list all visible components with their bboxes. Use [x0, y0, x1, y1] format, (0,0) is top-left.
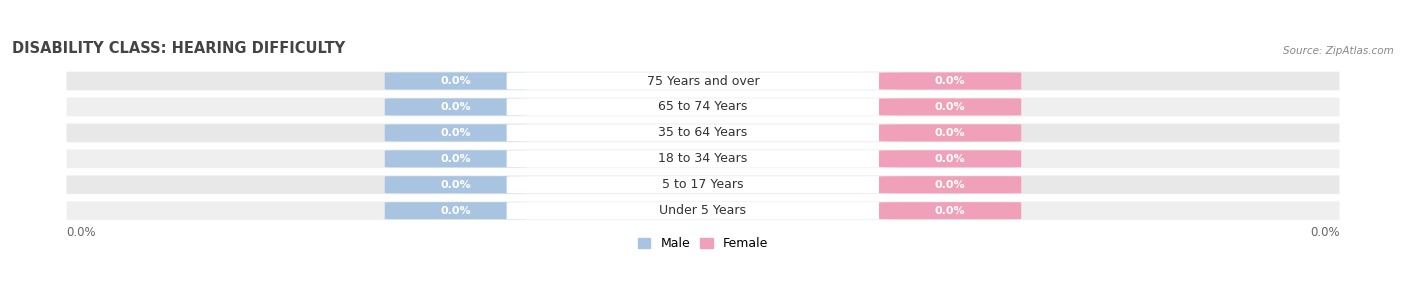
FancyBboxPatch shape — [385, 176, 527, 193]
FancyBboxPatch shape — [385, 202, 527, 219]
FancyBboxPatch shape — [66, 175, 1340, 194]
FancyBboxPatch shape — [879, 124, 1021, 142]
Text: 75 Years and over: 75 Years and over — [647, 74, 759, 88]
FancyBboxPatch shape — [879, 150, 1021, 167]
Text: 18 to 34 Years: 18 to 34 Years — [658, 152, 748, 165]
FancyBboxPatch shape — [879, 99, 1021, 116]
Text: 0.0%: 0.0% — [1310, 226, 1340, 239]
FancyBboxPatch shape — [506, 73, 900, 90]
Text: 0.0%: 0.0% — [440, 76, 471, 86]
FancyBboxPatch shape — [879, 176, 1021, 193]
Text: Source: ZipAtlas.com: Source: ZipAtlas.com — [1282, 46, 1393, 56]
Text: 0.0%: 0.0% — [935, 180, 966, 190]
Text: 0.0%: 0.0% — [66, 226, 96, 239]
Text: 0.0%: 0.0% — [935, 154, 966, 164]
FancyBboxPatch shape — [506, 176, 900, 193]
Text: 0.0%: 0.0% — [440, 206, 471, 216]
FancyBboxPatch shape — [506, 99, 900, 116]
FancyBboxPatch shape — [385, 99, 527, 116]
Text: 0.0%: 0.0% — [935, 206, 966, 216]
Text: Under 5 Years: Under 5 Years — [659, 204, 747, 217]
FancyBboxPatch shape — [506, 124, 900, 142]
FancyBboxPatch shape — [385, 150, 527, 167]
Legend: Male, Female: Male, Female — [633, 232, 773, 255]
FancyBboxPatch shape — [506, 150, 900, 167]
FancyBboxPatch shape — [879, 73, 1021, 90]
Text: 35 to 64 Years: 35 to 64 Years — [658, 126, 748, 139]
FancyBboxPatch shape — [66, 149, 1340, 168]
Text: 0.0%: 0.0% — [440, 102, 471, 112]
Text: 65 to 74 Years: 65 to 74 Years — [658, 100, 748, 113]
FancyBboxPatch shape — [385, 73, 527, 90]
FancyBboxPatch shape — [385, 124, 527, 142]
Text: 0.0%: 0.0% — [440, 180, 471, 190]
Text: 0.0%: 0.0% — [935, 102, 966, 112]
Text: 0.0%: 0.0% — [440, 128, 471, 138]
Text: 0.0%: 0.0% — [935, 128, 966, 138]
Text: 0.0%: 0.0% — [935, 76, 966, 86]
Text: 0.0%: 0.0% — [440, 154, 471, 164]
Text: 5 to 17 Years: 5 to 17 Years — [662, 178, 744, 191]
FancyBboxPatch shape — [66, 72, 1340, 90]
FancyBboxPatch shape — [879, 202, 1021, 219]
Text: DISABILITY CLASS: HEARING DIFFICULTY: DISABILITY CLASS: HEARING DIFFICULTY — [13, 41, 346, 56]
FancyBboxPatch shape — [506, 202, 900, 219]
FancyBboxPatch shape — [66, 201, 1340, 220]
FancyBboxPatch shape — [66, 98, 1340, 116]
FancyBboxPatch shape — [66, 124, 1340, 142]
